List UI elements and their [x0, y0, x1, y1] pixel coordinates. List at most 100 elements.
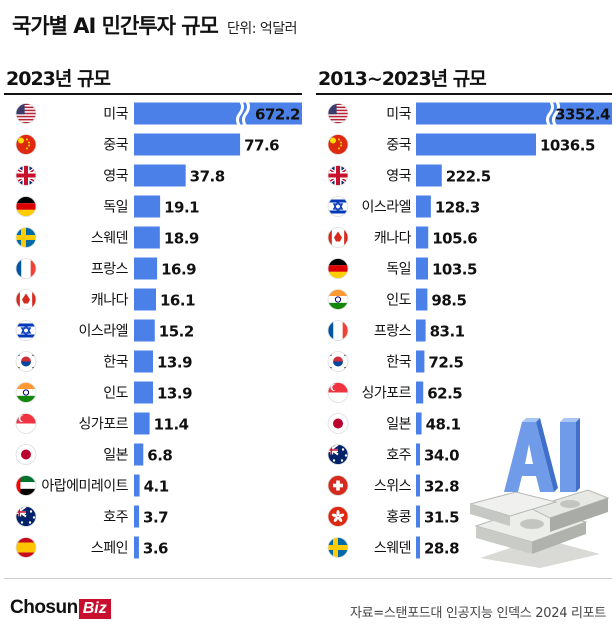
value-label: 11.4: [154, 416, 189, 434]
country-label: 이스라엘: [78, 324, 128, 340]
bar: [416, 288, 428, 311]
value-label: 48.1: [426, 416, 461, 434]
value-label: 3.7: [143, 509, 168, 527]
cn-flag-icon: [327, 134, 349, 155]
bar: [416, 536, 420, 559]
footer-divider: [4, 578, 612, 579]
source-note: 자료=스탠포드대 인공지능 인덱스 2024 리포트: [349, 606, 606, 621]
jp-flag-icon: [15, 444, 37, 465]
bar: [416, 319, 426, 342]
axis-break-mark: [236, 99, 244, 128]
bar: [416, 350, 425, 373]
in-flag-icon: [327, 289, 349, 310]
left-chart-title: 2023년 규모: [6, 68, 111, 90]
bar: [134, 505, 140, 528]
right-bar-chart: 미국 3352.4 중국 1036.5 영국 222.5 이스라엘 128.3 캐나다 105.6…: [316, 98, 616, 564]
bar: [416, 474, 420, 497]
value-label: 83.1: [430, 323, 465, 341]
value-label: 77.6: [244, 137, 279, 155]
left-title-divider: [4, 93, 302, 95]
country-label: 인도: [103, 386, 128, 402]
kr-flag-icon: [15, 351, 37, 372]
us-flag-icon: [15, 103, 37, 124]
country-label: 미국: [103, 107, 128, 123]
axis-break-mark: [552, 99, 560, 128]
bar: [134, 474, 140, 497]
title-row: 국가별 AI 민간투자 규모 단위: 억달러: [12, 10, 298, 40]
ae-flag-icon: [15, 475, 37, 496]
country-label: 영국: [386, 169, 411, 185]
fr-flag-icon: [327, 320, 349, 341]
country-label: 아랍에미레이트: [41, 479, 128, 495]
cn-flag-icon: [15, 134, 37, 155]
bar: [416, 412, 422, 435]
bar: [416, 505, 420, 528]
axis-break-mark: [546, 99, 554, 128]
bar: [416, 226, 429, 249]
au-flag-icon: [15, 506, 37, 527]
value-label: 72.5: [428, 354, 463, 372]
se-flag-icon: [15, 227, 37, 248]
ch-flag-icon: [327, 475, 349, 496]
bar: [134, 381, 154, 404]
value-label: 16.1: [160, 292, 195, 310]
bar: [416, 102, 612, 125]
jp-flag-icon: [327, 413, 349, 434]
country-label: 캐나다: [91, 293, 129, 309]
country-label: 중국: [386, 138, 411, 154]
bar: [416, 381, 424, 404]
country-label: 이스라엘: [361, 200, 411, 216]
value-label: 1036.5: [540, 137, 595, 155]
value-label: 32.8: [424, 478, 459, 496]
bar: [134, 443, 144, 466]
country-label: 프랑스: [374, 324, 412, 340]
bar: [134, 288, 157, 311]
au-flag-icon: [327, 444, 349, 465]
bar: [134, 133, 241, 156]
value-label: 3.6: [143, 540, 168, 558]
country-label: 스웨덴: [91, 231, 128, 247]
es-flag-icon: [15, 537, 37, 558]
left-chart-svg: 미국 672.2 중국 77.6 영국 37.8 독일 19.1 스웨덴 18.9 프랑스 16.9 캐…: [15, 99, 302, 559]
axis-break-mark: [242, 99, 250, 128]
country-label: 캐나다: [374, 231, 412, 247]
value-label: 105.6: [432, 230, 477, 248]
bar: [416, 195, 431, 218]
country-label: 중국: [103, 138, 128, 154]
bar: [416, 164, 442, 187]
kr-flag-icon: [327, 351, 349, 372]
country-label: 영국: [103, 169, 128, 185]
value-label: 128.3: [435, 199, 480, 217]
ca-flag-icon: [327, 227, 349, 248]
country-label: 한국: [386, 355, 411, 371]
se-flag-icon: [327, 537, 349, 558]
in-flag-icon: [15, 382, 37, 403]
value-label: 16.9: [161, 261, 196, 279]
de-flag-icon: [15, 196, 37, 217]
value-label: 37.8: [190, 168, 225, 186]
bar: [134, 350, 154, 373]
country-label: 미국: [386, 107, 411, 123]
country-label: 호주: [386, 448, 411, 464]
value-label: 222.5: [446, 168, 491, 186]
il-flag-icon: [15, 320, 37, 341]
country-label: 일본: [103, 448, 128, 464]
country-label: 싱가포르: [78, 417, 128, 433]
country-label: 호주: [103, 510, 128, 526]
brand-main: Chosun: [10, 597, 78, 618]
country-label: 독일: [103, 200, 128, 216]
bar: [134, 412, 150, 435]
chart-title: 국가별 AI 민간투자 규모: [12, 14, 219, 38]
left-bar-chart: 미국 672.2 중국 77.6 영국 37.8 독일 19.1 스웨덴 18.9 프랑스 16.9 캐…: [4, 98, 304, 564]
country-label: 독일: [386, 262, 411, 278]
unit-label: 단위: 억달러: [226, 21, 298, 37]
country-label: 싱가포르: [361, 386, 411, 402]
hk-flag-icon: [327, 506, 349, 527]
country-label: 프랑스: [91, 262, 129, 278]
value-label: 18.9: [164, 230, 199, 248]
bar: [134, 257, 158, 280]
brand-logo: Chosun Biz: [10, 597, 111, 619]
bar: [134, 102, 302, 125]
brand-accent: Biz: [78, 599, 111, 619]
us-flag-icon: [327, 103, 349, 124]
